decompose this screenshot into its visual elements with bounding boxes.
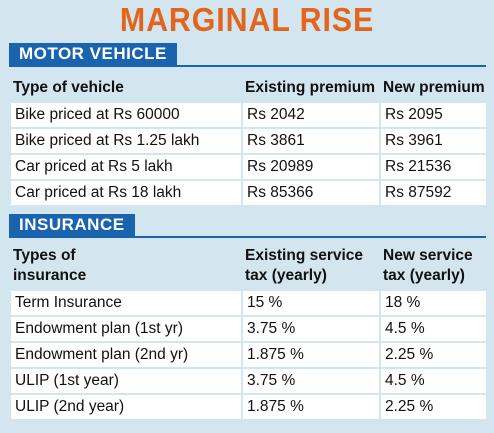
existing-tax-cell: 1.875 % xyxy=(241,341,381,369)
insurance-header-type: Types of insurance xyxy=(13,246,86,286)
existing-premium-cell: Rs 85366 xyxy=(241,179,381,207)
insurance-type-cell: ULIP (1st year) xyxy=(9,367,243,395)
existing-tax-cell: 15 % xyxy=(241,289,381,317)
insurance-type-cell: Term Insurance xyxy=(9,289,243,317)
insurance-header-existing-line1: Existing service xyxy=(245,247,364,264)
insurance-header-new-line2: tax (yearly) xyxy=(383,267,465,284)
existing-tax-cell: 1.875 % xyxy=(241,393,381,421)
insurance-type-cell: Endowment plan (1st yr) xyxy=(9,315,243,343)
motor-header-type: Type of vehicle xyxy=(13,79,124,96)
existing-premium-cell: Rs 2042 xyxy=(241,101,381,129)
motor-section-rule xyxy=(9,65,486,67)
table-row: Bike priced at Rs 60000 Rs 2042 Rs 2095 xyxy=(9,101,488,129)
vehicle-type-cell: Bike priced at Rs 60000 xyxy=(9,101,243,129)
table-row: Endowment plan (1st yr) 3.75 % 4.5 % xyxy=(9,315,488,343)
page-title: MARGINAL RISE xyxy=(119,1,375,38)
insurance-type-cell: ULIP (2nd year) xyxy=(9,393,243,421)
motor-header-existing: Existing premium xyxy=(245,79,376,96)
insurance-header-new-line1: New service xyxy=(383,247,473,264)
motor-table: Bike priced at Rs 60000 Rs 2042 Rs 2095 … xyxy=(9,101,488,207)
insurance-header-existing: Existing service tax (yearly) xyxy=(245,246,363,286)
insurance-table: Term Insurance 15 % 18 % Endowment plan … xyxy=(9,289,488,421)
table-row: ULIP (2nd year) 1.875 % 2.25 % xyxy=(9,393,488,421)
new-premium-cell: Rs 2095 xyxy=(379,101,488,129)
motor-section-label: MOTOR VEHICLE xyxy=(9,43,177,65)
new-premium-cell: Rs 21536 xyxy=(379,153,488,181)
table-row: Endowment plan (2nd yr) 1.875 % 2.25 % xyxy=(9,341,488,369)
table-row: ULIP (1st year) 3.75 % 4.5 % xyxy=(9,367,488,395)
insurance-header-type-line1: Types of xyxy=(13,247,76,264)
existing-tax-cell: 3.75 % xyxy=(241,367,381,395)
insurance-header-type-line2: insurance xyxy=(13,267,87,284)
insurance-section-rule xyxy=(9,236,486,238)
table-row: Bike priced at Rs 1.25 lakh Rs 3861 Rs 3… xyxy=(9,127,488,155)
table-row: Term Insurance 15 % 18 % xyxy=(9,289,488,317)
new-tax-cell: 18 % xyxy=(379,289,488,317)
motor-header-new: New premium xyxy=(383,79,485,96)
vehicle-type-cell: Car priced at Rs 18 lakh xyxy=(9,179,243,207)
new-tax-cell: 4.5 % xyxy=(379,315,488,343)
table-row: Car priced at Rs 5 lakh Rs 20989 Rs 2153… xyxy=(9,153,488,181)
table-row: Car priced at Rs 18 lakh Rs 85366 Rs 875… xyxy=(9,179,488,207)
vehicle-type-cell: Bike priced at Rs 1.25 lakh xyxy=(9,127,243,155)
new-premium-cell: Rs 3961 xyxy=(379,127,488,155)
new-tax-cell: 2.25 % xyxy=(379,341,488,369)
new-tax-cell: 2.25 % xyxy=(379,393,488,421)
new-premium-cell: Rs 87592 xyxy=(379,179,488,207)
new-tax-cell: 4.5 % xyxy=(379,367,488,395)
existing-premium-cell: Rs 20989 xyxy=(241,153,381,181)
insurance-header-new: New service tax (yearly) xyxy=(383,246,473,286)
insurance-header-existing-line2: tax (yearly) xyxy=(245,267,327,284)
insurance-type-cell: Endowment plan (2nd yr) xyxy=(9,341,243,369)
existing-premium-cell: Rs 3861 xyxy=(241,127,381,155)
vehicle-type-cell: Car priced at Rs 5 lakh xyxy=(9,153,243,181)
existing-tax-cell: 3.75 % xyxy=(241,315,381,343)
insurance-section-label: INSURANCE xyxy=(9,214,135,236)
